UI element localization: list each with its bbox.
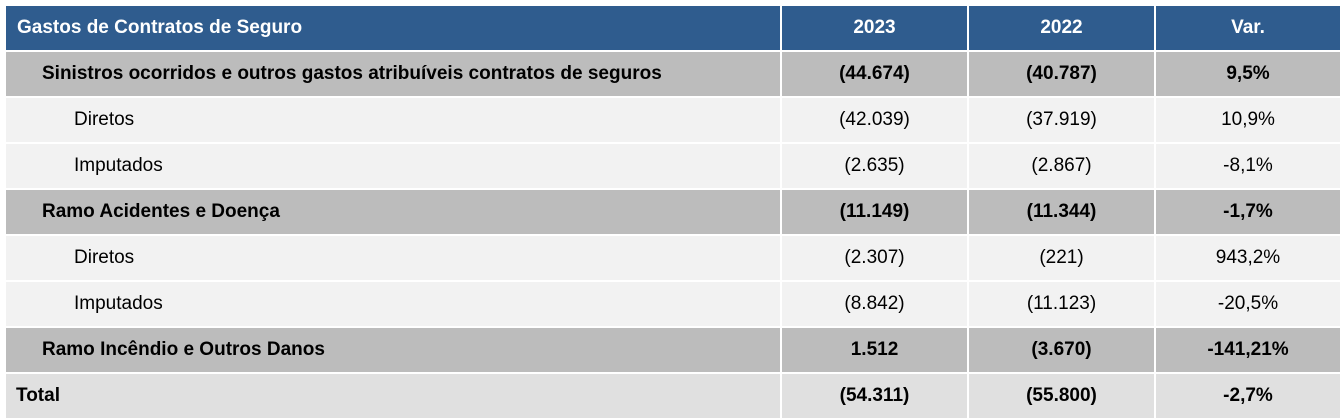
row-label: Ramo Acidentes e Doença — [6, 190, 780, 234]
row-label: Diretos — [6, 236, 780, 280]
table-row: Sinistros ocorridos e outros gastos atri… — [6, 52, 1340, 96]
value-2023: (2.635) — [782, 144, 967, 188]
value-2023: (42.039) — [782, 98, 967, 142]
value-2023: 1.512 — [782, 328, 967, 372]
row-label: Imputados — [6, 144, 780, 188]
value-2022: (3.670) — [969, 328, 1154, 372]
value-var: -1,7% — [1156, 190, 1340, 234]
value-var: 9,5% — [1156, 52, 1340, 96]
value-var: -20,5% — [1156, 282, 1340, 326]
total-var: -2,7% — [1156, 374, 1340, 418]
header-2023: 2023 — [782, 6, 967, 50]
total-2023: (54.311) — [782, 374, 967, 418]
value-var: 10,9% — [1156, 98, 1340, 142]
value-2023: (2.307) — [782, 236, 967, 280]
value-2022: (37.919) — [969, 98, 1154, 142]
row-label: Sinistros ocorridos e outros gastos atri… — [6, 52, 780, 96]
table-row: Imputados (8.842) (11.123) -20,5% — [6, 282, 1340, 326]
table-row: Ramo Acidentes e Doença (11.149) (11.344… — [6, 190, 1340, 234]
header-2022: 2022 — [969, 6, 1154, 50]
value-var: -8,1% — [1156, 144, 1340, 188]
table-row: Diretos (42.039) (37.919) 10,9% — [6, 98, 1340, 142]
total-2022: (55.800) — [969, 374, 1154, 418]
total-label: Total — [6, 374, 780, 418]
row-label: Ramo Incêndio e Outros Danos — [6, 328, 780, 372]
table-row: Imputados (2.635) (2.867) -8,1% — [6, 144, 1340, 188]
value-2022: (221) — [969, 236, 1154, 280]
header-label: Gastos de Contratos de Seguro — [6, 6, 780, 50]
value-2022: (2.867) — [969, 144, 1154, 188]
value-var: 943,2% — [1156, 236, 1340, 280]
value-var: -141,21% — [1156, 328, 1340, 372]
table-header-row: Gastos de Contratos de Seguro 2023 2022 … — [6, 6, 1340, 50]
insurance-expenses-table: Gastos de Contratos de Seguro 2023 2022 … — [6, 6, 1340, 418]
row-label: Imputados — [6, 282, 780, 326]
row-label: Diretos — [6, 98, 780, 142]
value-2022: (11.344) — [969, 190, 1154, 234]
value-2023: (44.674) — [782, 52, 967, 96]
value-2023: (11.149) — [782, 190, 967, 234]
value-2023: (8.842) — [782, 282, 967, 326]
table-row: Ramo Incêndio e Outros Danos 1.512 (3.67… — [6, 328, 1340, 372]
header-var: Var. — [1156, 6, 1340, 50]
total-row: Total (54.311) (55.800) -2,7% — [6, 374, 1340, 418]
value-2022: (40.787) — [969, 52, 1154, 96]
table-row: Diretos (2.307) (221) 943,2% — [6, 236, 1340, 280]
value-2022: (11.123) — [969, 282, 1154, 326]
